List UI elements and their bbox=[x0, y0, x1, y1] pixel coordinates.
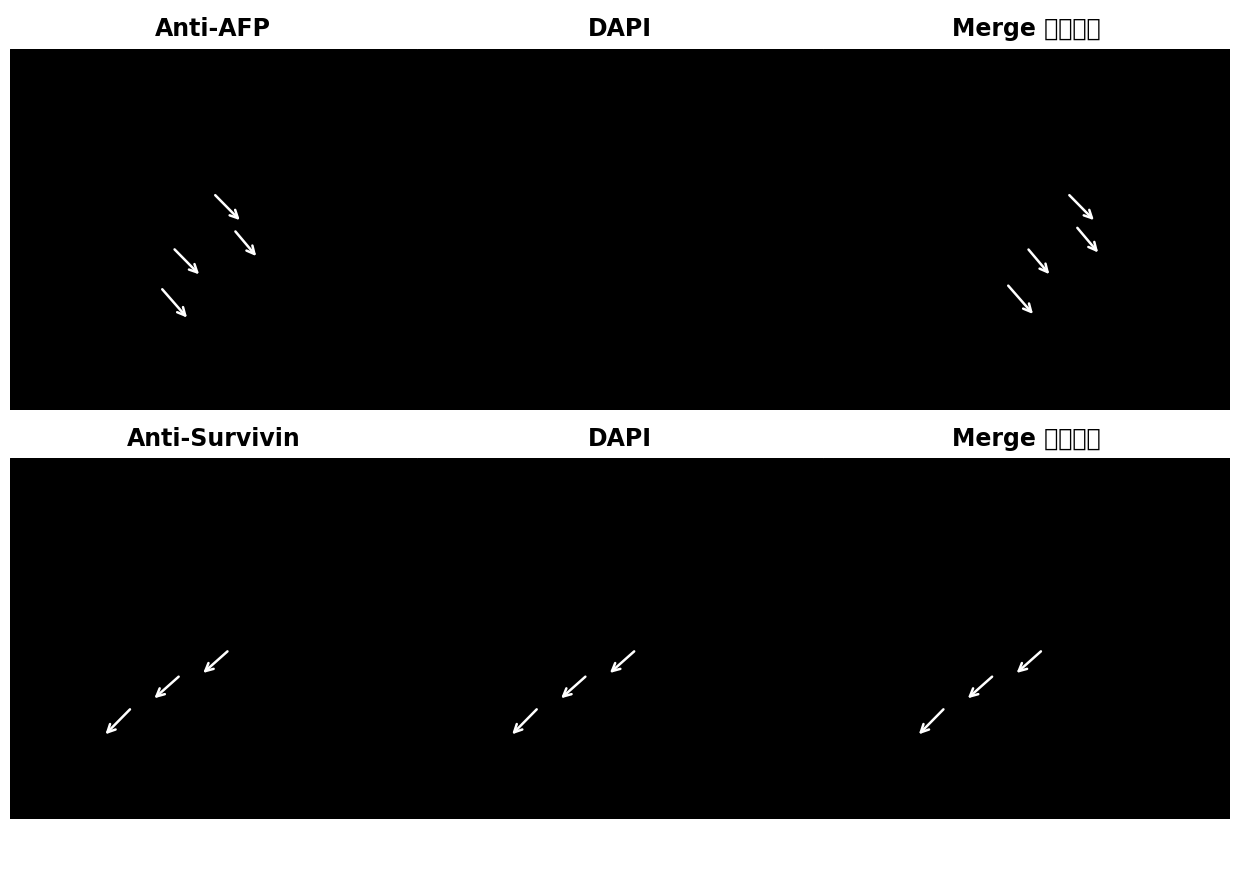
Text: Merge （合并）: Merge （合并） bbox=[952, 426, 1101, 450]
Polygon shape bbox=[417, 50, 823, 411]
Text: Anti-AFP: Anti-AFP bbox=[155, 17, 272, 41]
Text: Anti-Survivin: Anti-Survivin bbox=[126, 426, 300, 450]
Polygon shape bbox=[823, 459, 1230, 819]
Polygon shape bbox=[10, 50, 417, 411]
Text: DAPI: DAPI bbox=[588, 426, 652, 450]
Polygon shape bbox=[417, 459, 823, 819]
Polygon shape bbox=[10, 459, 417, 819]
Text: DAPI: DAPI bbox=[588, 17, 652, 41]
Polygon shape bbox=[823, 50, 1230, 411]
Text: Merge （合并）: Merge （合并） bbox=[952, 17, 1101, 41]
